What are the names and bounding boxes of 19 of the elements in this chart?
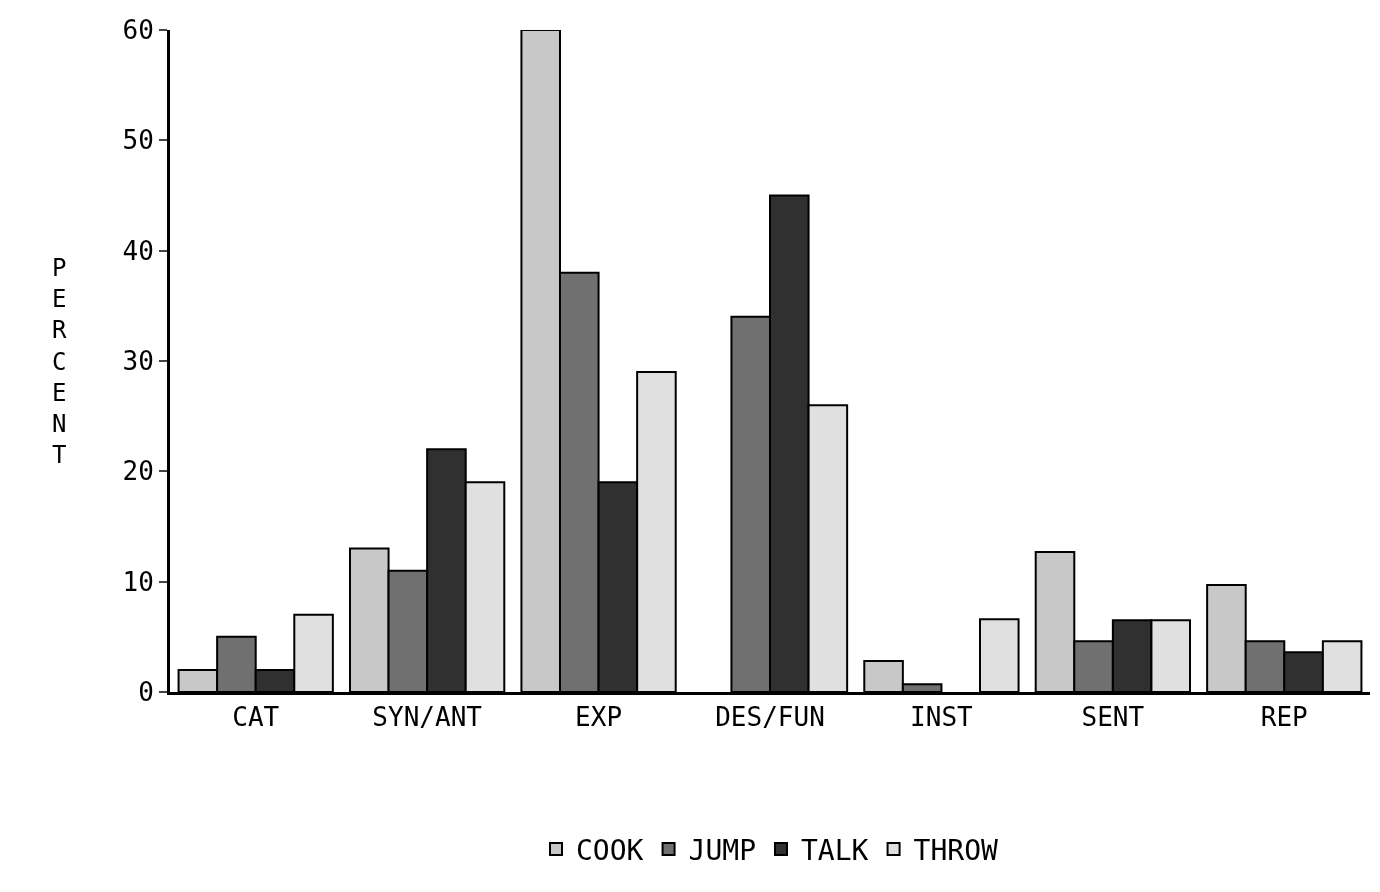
y-axis-title: PERCENT [52,254,67,470]
legend-label: THROW [913,834,999,868]
legend-label: TALK [801,834,869,868]
y-tick-label: 0 [138,677,154,708]
y-tick-label: 40 [122,235,154,266]
y-tick-label: 60 [122,15,154,46]
y-tick-label: 10 [122,566,154,597]
x-tick-label: REP [1260,702,1308,733]
legend-label: COOK [576,834,644,868]
x-tick-label: CAT [232,702,280,733]
legend-label: JUMP [688,834,757,868]
x-tick-label: SENT [1081,702,1145,733]
y-tick-label: 50 [122,125,154,156]
x-tick-label: EXP [575,702,623,733]
x-tick-label: SYN/ANT [372,702,483,733]
x-tick-label: DES/FUN [715,702,825,733]
y-tick-label: 30 [122,346,154,377]
y-tick-label: 20 [122,456,154,487]
x-tick-label: INST [910,702,974,733]
